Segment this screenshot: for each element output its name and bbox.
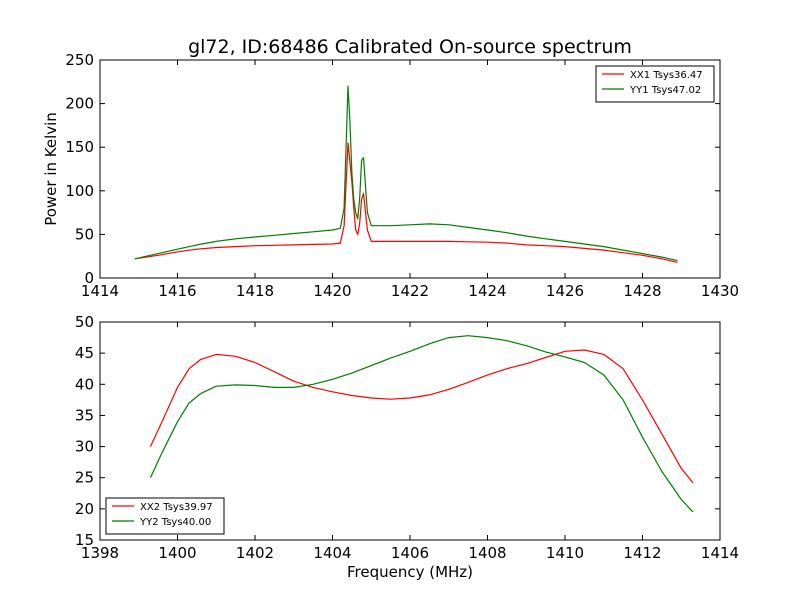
x-tick-label: 1416	[158, 282, 196, 300]
y-tick-label: 25	[75, 469, 94, 487]
y-tick-label: 100	[65, 182, 94, 200]
x-tick-label: 1420	[313, 282, 351, 300]
y-tick-label: 45	[75, 344, 94, 362]
bottom-panel: 1398 1400 1402 1404 1406 1408 1410 1412 1414 15 20…	[75, 313, 739, 562]
x-tick-label: 1402	[236, 544, 274, 562]
x-tick-label: 1422	[391, 282, 429, 300]
x-tick-label: 1398	[81, 544, 119, 562]
series-line-bottom-1	[149, 335, 694, 513]
legend-entry: XX2 Tsys39.97	[140, 502, 213, 513]
legend: XX1 Tsys36.47 YY1 Tsys47.02	[595, 65, 715, 103]
x-tick-label: 1426	[546, 282, 584, 300]
top-panel: 1414 1416 1418 1420 1422 1424 1426 1428 1430 0 50 1…	[65, 51, 739, 300]
legend-box	[595, 65, 715, 103]
series-line-top-0	[134, 142, 678, 263]
y-tick-label: 250	[65, 51, 94, 69]
y-tick-label: 35	[75, 406, 94, 424]
y-tick-label: 0	[84, 269, 94, 287]
x-tick-label: 1418	[236, 282, 274, 300]
y-tick-label: 150	[65, 138, 94, 156]
x-tick-label: 1406	[391, 544, 429, 562]
y-tick-label: 200	[65, 95, 94, 113]
y-tick-label: 20	[75, 500, 94, 518]
y-tick-label: 40	[75, 375, 94, 393]
bottom-x-axis-label: Frequency (MHz)	[347, 563, 473, 581]
legend: XX2 Tsys39.97 YY2 Tsys40.00	[105, 497, 225, 535]
legend-entry: YY1 Tsys47.02	[629, 85, 701, 96]
x-tick-label: 1408	[468, 544, 506, 562]
x-tick-label: 1428	[623, 282, 661, 300]
y-tick-label: 30	[75, 438, 94, 456]
y-tick-label: 50	[75, 225, 94, 243]
x-tick-label: 1410	[546, 544, 584, 562]
series-line-bottom-0	[149, 349, 694, 484]
x-tick-label: 1412	[623, 544, 661, 562]
top-y-axis-label: Power in Kelvin	[42, 112, 60, 226]
x-tick-label: 1414	[701, 544, 739, 562]
legend-box	[105, 497, 225, 535]
x-tick-label: 1430	[701, 282, 739, 300]
y-tick-label: 50	[75, 313, 94, 331]
x-tick-label: 1400	[158, 544, 196, 562]
legend-entry: XX1 Tsys36.47	[630, 70, 703, 81]
legend-entry: YY2 Tsys40.00	[139, 517, 211, 528]
x-tick-label: 1424	[468, 282, 506, 300]
figure-title: gl72, ID:68486 Calibrated On-source spec…	[188, 36, 632, 58]
x-tick-label: 1404	[313, 544, 351, 562]
x-tick-label: 1414	[81, 282, 119, 300]
series-line-top-1	[134, 85, 678, 262]
y-tick-label: 15	[75, 531, 94, 549]
